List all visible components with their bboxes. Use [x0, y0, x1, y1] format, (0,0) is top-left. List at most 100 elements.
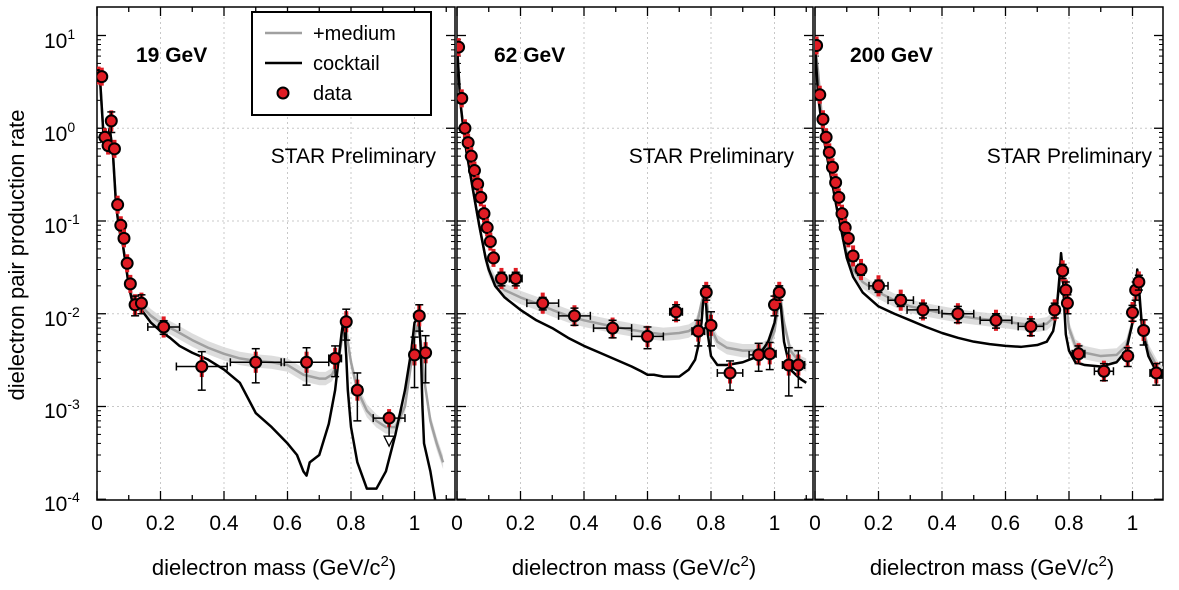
data-point — [339, 308, 353, 341]
data-point — [464, 147, 478, 166]
data-point — [1093, 360, 1115, 382]
x-tick-label: 0 — [91, 512, 103, 535]
energy-label-62: 62 GeV — [494, 44, 565, 67]
x-tick-label: 1 — [1127, 512, 1139, 535]
data-marker — [457, 40, 466, 54]
y-tick-label: 101 — [44, 26, 75, 53]
data-point — [815, 85, 827, 104]
data-marker — [195, 359, 209, 373]
data-point — [1056, 260, 1070, 282]
x-tick-label: 0.6 — [273, 512, 302, 535]
data-point — [691, 319, 706, 347]
energy-label-19: 19 GeV — [136, 44, 207, 67]
data-marker — [768, 298, 781, 312]
data-marker — [819, 130, 833, 144]
data-point — [1121, 345, 1135, 368]
plot-frame — [456, 6, 814, 501]
data-point — [372, 409, 406, 448]
data-marker — [117, 231, 131, 245]
data-point — [283, 346, 330, 386]
data-point — [117, 229, 131, 248]
data-marker — [536, 296, 550, 310]
data-point — [854, 258, 868, 281]
data-marker — [606, 321, 620, 335]
data-point — [1126, 301, 1139, 324]
data-marker — [457, 91, 469, 105]
data-point — [457, 38, 466, 57]
x-tick-label: 0.4 — [927, 512, 957, 535]
data-marker — [894, 293, 908, 307]
data-point — [868, 275, 889, 297]
data-point — [1137, 319, 1151, 346]
data-point — [699, 281, 713, 303]
data-marker — [474, 190, 488, 204]
data-point — [508, 267, 523, 290]
x-axis-title-200: dielectron mass (GeV/c2) — [870, 553, 1114, 580]
data-marker — [350, 383, 364, 397]
data-marker — [1056, 264, 1070, 278]
x-tick-label: 0.6 — [633, 512, 662, 535]
preliminary-label-62: STAR Preliminary — [629, 145, 795, 168]
data-marker — [772, 285, 786, 299]
axis-ticks — [456, 7, 813, 500]
data-point — [816, 110, 830, 129]
data-point — [841, 229, 855, 248]
data-marker — [841, 231, 855, 245]
data-marker — [157, 320, 171, 334]
series-medium-line — [457, 44, 807, 367]
data-marker — [669, 305, 683, 319]
data-marker — [412, 309, 426, 323]
data-point — [906, 299, 940, 321]
data-marker — [419, 346, 433, 360]
data-point — [480, 218, 494, 237]
data-marker — [97, 70, 109, 84]
data-point — [835, 204, 849, 223]
data-marker — [458, 121, 472, 135]
data-point — [134, 292, 148, 315]
y-tick-label: 10-1 — [44, 211, 80, 238]
data-marker — [471, 177, 485, 191]
x-axis-title-62: dielectron mass (GeV/c2) — [512, 553, 756, 580]
data-marker — [134, 296, 148, 310]
data-point — [1071, 343, 1086, 365]
data-marker — [791, 358, 805, 372]
data-marker — [509, 271, 523, 285]
data-marker — [815, 39, 824, 53]
legend-cocktail-label: cocktail — [313, 53, 380, 75]
data-marker — [339, 315, 353, 329]
data-marker — [1097, 364, 1111, 378]
data-point — [668, 301, 684, 323]
grid — [457, 7, 813, 500]
data-marker — [1126, 306, 1139, 320]
data-marker — [763, 347, 777, 361]
y-axis-title: dielectron pair production rate — [4, 109, 29, 400]
data-marker — [872, 279, 885, 293]
preliminary-label-200: STAR Preliminary — [987, 145, 1153, 168]
upper-limit-arrow — [383, 435, 396, 448]
data-point — [829, 173, 843, 192]
data-marker — [1137, 323, 1151, 337]
data-point — [1060, 292, 1074, 315]
plot-frame — [814, 6, 1164, 501]
data-point — [1048, 299, 1062, 321]
data-point — [941, 303, 975, 325]
data-marker — [829, 176, 843, 190]
legend-data-label: data — [313, 83, 353, 105]
series-cocktail-line — [815, 44, 1163, 380]
axis-ticks — [814, 7, 1163, 500]
data-point — [887, 289, 915, 311]
data-marker — [487, 251, 501, 265]
data-point — [412, 304, 426, 332]
data-point — [762, 341, 777, 371]
data-point — [175, 350, 228, 391]
data-marker — [111, 198, 125, 212]
medium-band — [457, 37, 807, 372]
x-tick-label: 0.8 — [696, 512, 725, 535]
preliminary-label-19: STAR Preliminary — [271, 145, 437, 168]
data-marker — [494, 271, 508, 285]
x-tick-label: 0.6 — [991, 512, 1020, 535]
data-point — [477, 204, 491, 223]
data-marker — [461, 136, 475, 150]
data-point — [819, 128, 833, 147]
data-point — [97, 67, 109, 86]
